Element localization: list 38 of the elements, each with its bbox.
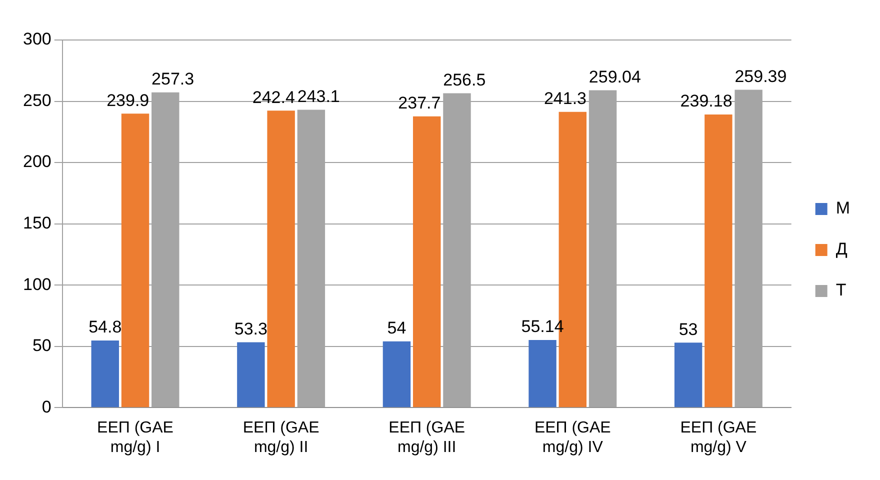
bar: [382, 341, 411, 408]
bar: [528, 340, 556, 408]
data-label: 54.8: [88, 318, 122, 337]
y-tick-label: 300: [22, 30, 52, 49]
x-tick-label: ЕЕП (GAE mg/g) IV: [534, 420, 611, 456]
legend-label: Т: [836, 280, 846, 300]
bar: [704, 114, 732, 408]
y-tick-label: 200: [22, 152, 52, 172]
data-label: 53.3: [234, 319, 268, 338]
y-tick-label: 50: [32, 336, 52, 356]
data-label: 256.5: [443, 70, 486, 90]
bar: [121, 114, 150, 408]
legend-label: М: [836, 198, 850, 218]
data-label: 53: [678, 320, 698, 339]
legend-label: Д: [836, 240, 848, 259]
y-tick-label: 0: [42, 397, 52, 416]
data-label: 243.1: [297, 86, 340, 106]
data-label: 242.4: [252, 88, 295, 107]
y-tick-label: 100: [22, 274, 52, 294]
data-label: 54: [387, 318, 406, 338]
x-tick-label: ЕЕП (GAE mg/g) V: [680, 420, 757, 456]
data-label: 237.7: [398, 94, 441, 113]
data-label: 239.18: [680, 92, 732, 111]
data-label: 241.3: [544, 89, 587, 108]
bar: [412, 116, 441, 408]
y-tick-label: 250: [22, 90, 52, 110]
x-tick-label: ЕЕП (GAE mg/g) III: [388, 420, 466, 456]
data-label: 257.3: [152, 70, 194, 89]
bar: [91, 340, 119, 408]
data-label: 239.9: [106, 90, 150, 110]
x-tick-label: ЕЕП (GAE mg/g) II: [242, 420, 320, 456]
x-tick-label: ЕЕП (GAE mg/g) I: [97, 420, 174, 456]
data-label: 259.04: [588, 67, 641, 86]
bar: [237, 342, 265, 408]
bar: [267, 110, 295, 408]
y-tick-label: 150: [22, 213, 52, 232]
data-label: 259.39: [734, 66, 787, 86]
bar: [674, 342, 702, 408]
